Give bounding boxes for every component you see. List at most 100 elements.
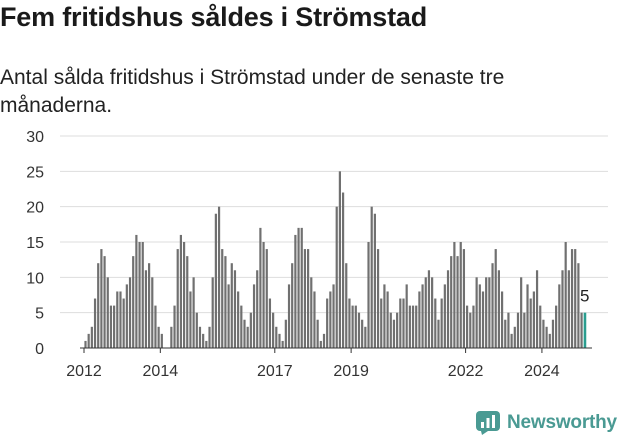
bar (205, 340, 208, 348)
bar (386, 291, 389, 348)
bar (361, 319, 364, 348)
bar (364, 326, 367, 348)
bar (580, 312, 583, 348)
y-axis-tick-labels: 0 5 10 15 20 25 30 (26, 129, 44, 358)
bar (529, 298, 532, 348)
bar (287, 284, 291, 348)
chart-title: Fem fritidshus såldes i Strömstad (0, 2, 428, 32)
bar (141, 242, 144, 348)
bar (322, 333, 326, 348)
bar (179, 234, 182, 348)
bar (268, 298, 272, 348)
bar (478, 284, 481, 348)
bar (307, 249, 310, 348)
x-tick-label: 2014 (143, 363, 179, 380)
bar (370, 206, 373, 348)
bar (446, 270, 450, 348)
bar (192, 277, 195, 348)
bar (526, 284, 529, 348)
bar (504, 319, 507, 348)
bar (240, 305, 243, 348)
bar-highlighted (583, 312, 587, 348)
bar (303, 249, 307, 348)
bar (418, 291, 421, 348)
bar (275, 326, 278, 348)
bar (507, 312, 510, 348)
bar (564, 242, 567, 348)
bar (208, 326, 211, 348)
bar (405, 284, 408, 348)
bar (424, 277, 427, 348)
bar (265, 249, 268, 348)
bar (272, 312, 275, 348)
bar (532, 291, 535, 348)
bar (459, 242, 462, 348)
bar (380, 298, 383, 348)
bar (574, 249, 577, 348)
bar (545, 326, 548, 348)
bar (243, 319, 246, 348)
bar (348, 298, 351, 348)
bar (116, 291, 119, 348)
bar (472, 305, 475, 348)
bar (497, 270, 500, 348)
bar (520, 277, 523, 348)
bar (125, 284, 128, 348)
bar (284, 319, 287, 348)
bar (392, 319, 396, 348)
bar (202, 333, 205, 348)
bar (437, 319, 440, 348)
bar (332, 284, 335, 348)
bar (491, 263, 494, 348)
bar (90, 326, 93, 348)
bar (399, 298, 402, 348)
bar (345, 263, 348, 348)
bar (119, 291, 122, 348)
bar (434, 298, 437, 348)
bar (561, 270, 564, 348)
bar (281, 340, 284, 348)
bar (297, 227, 300, 348)
bar (176, 249, 179, 348)
y-tick-label: 10 (26, 270, 44, 287)
bar (97, 263, 100, 348)
bar (237, 291, 240, 348)
bar (373, 213, 376, 348)
bar (214, 213, 217, 348)
annotations: 5 (580, 287, 589, 306)
bar (103, 256, 106, 348)
bar (256, 270, 259, 348)
bar (132, 256, 135, 348)
x-tick-label: 2022 (448, 363, 484, 380)
bar (278, 333, 281, 348)
bar (357, 312, 361, 348)
bar (431, 277, 434, 348)
x-axis-tick-labels: 2012 2014 2017 2019 2022 2024 (66, 348, 560, 380)
bar (500, 291, 504, 348)
x-tick-label: 2024 (524, 363, 560, 380)
bar (440, 298, 443, 348)
bar (335, 206, 338, 348)
bar (481, 291, 485, 348)
brand-name: Newsworthy (507, 412, 617, 433)
bar (173, 305, 176, 348)
bar (109, 305, 113, 348)
bar (259, 227, 262, 348)
bar (542, 319, 545, 348)
bar (326, 298, 329, 348)
bar (310, 277, 313, 348)
bar (224, 256, 227, 348)
bar (351, 305, 354, 348)
bar (160, 333, 163, 348)
highlight-value-label: 5 (580, 287, 589, 306)
y-tick-label: 20 (26, 200, 44, 217)
bar (221, 249, 224, 348)
bar (93, 298, 97, 348)
y-tick-label: 15 (26, 235, 44, 252)
y-tick-label: 5 (35, 306, 44, 323)
bar (84, 340, 87, 348)
bar (516, 312, 520, 348)
bar (389, 312, 392, 348)
bar (453, 242, 456, 348)
bar (316, 319, 319, 348)
